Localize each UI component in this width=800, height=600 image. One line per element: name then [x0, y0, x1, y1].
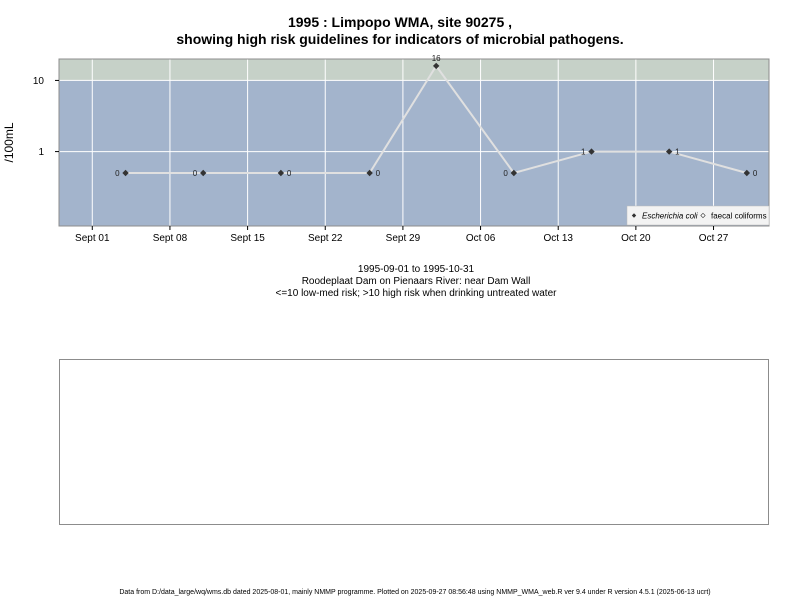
data-point: [588, 148, 595, 155]
plot-area: [58, 58, 770, 227]
data-point: [510, 169, 518, 177]
x-tick-label: Oct 20: [621, 233, 651, 244]
x-tick-label: Sept 22: [308, 233, 343, 244]
data-label: 0: [115, 169, 120, 178]
data-source-footer: Data from D:/data_large/wq/wms.db dated …: [119, 589, 711, 596]
data-point: [366, 169, 373, 177]
data-label: 0: [287, 169, 292, 178]
x-tick-label: Sept 15: [230, 233, 265, 244]
data-label: 1: [581, 148, 586, 157]
y-tick-label: 10: [33, 76, 45, 87]
x-tick-label: Oct 27: [699, 233, 729, 244]
data-label: 0: [193, 169, 198, 178]
chart-title-line-1: 1995 : Limpopo WMA, site 90275 ,: [287, 14, 513, 30]
low-risk-band: [59, 80, 769, 226]
x-tick-label: Oct 13: [543, 233, 573, 244]
legend-marker-faecal: [700, 212, 706, 219]
site-description: Roodeplaat Dam on Pienaars River: near D…: [301, 276, 531, 287]
data-label: 0: [376, 169, 381, 178]
data-label: 0: [753, 169, 758, 178]
x-tick-label: Oct 06: [466, 233, 496, 244]
axes: Sept 01 Sept 08 Sept 15 Sept 22 Sept 29 Oct 0…: [2, 76, 729, 244]
data-label: 0: [503, 169, 508, 178]
legend-label-ecoli: Escherichia coli: [642, 212, 698, 221]
x-tick-label: Sept 29: [386, 233, 421, 244]
y-tick-label: 1: [38, 147, 44, 158]
x-tick-label: Sept 01: [75, 233, 110, 244]
risk-guideline-note: <=10 low-med risk; >10 high risk when dr…: [275, 288, 557, 299]
legend-label-faecal: faecal coliforms: [711, 212, 767, 221]
data-label: 16: [432, 54, 441, 63]
data-series: 0 0 0 0 16 0 1 1 0: [115, 54, 758, 178]
high-risk-band: [59, 59, 769, 81]
data-point: [200, 169, 207, 177]
date-range-label: 1995-09-01 to 1995-10-31: [357, 264, 475, 275]
chart-title-line-2: showing high risk guidelines for indicat…: [176, 31, 624, 47]
empty-secondary-panel: [59, 359, 769, 525]
legend-marker-ecoli: [631, 213, 637, 218]
data-point: [432, 62, 440, 70]
legend: Escherichia coli faecal coliforms: [626, 205, 770, 226]
chart-plot: Sept 01 Sept 08 Sept 15 Sept 22 Sept 29 Oct 0…: [2, 54, 770, 244]
data-label: 1: [675, 148, 680, 157]
plot-frame: [58, 58, 770, 227]
legend-box: [626, 205, 770, 226]
data-point: [122, 169, 129, 177]
data-point: [277, 169, 285, 177]
x-tick-label: Sept 08: [153, 233, 188, 244]
data-point: [743, 169, 751, 177]
y-axis-label: /100mL: [2, 122, 16, 162]
data-point: [665, 148, 673, 155]
